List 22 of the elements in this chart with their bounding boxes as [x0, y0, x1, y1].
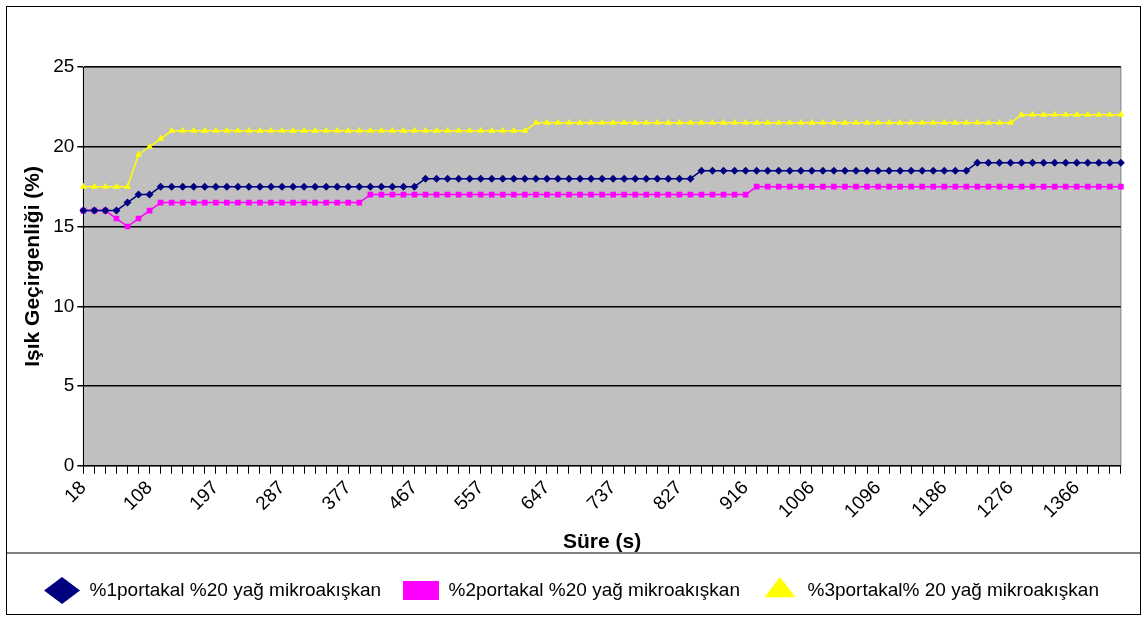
y-tick-label: 25	[53, 55, 75, 77]
y-tick-label: 15	[53, 214, 75, 236]
x-tick-label: 916	[714, 476, 753, 514]
x-tick-label: 377	[317, 476, 355, 514]
x-tick-label: 827	[648, 476, 686, 514]
legend-label: %1portakal %20 yağ mikroakışkan	[89, 578, 382, 600]
x-tick-label: 467	[383, 476, 421, 514]
x-tick-label: 287	[251, 476, 289, 514]
x-tick-label: 557	[449, 476, 488, 514]
y-tick-label: 5	[63, 374, 75, 396]
x-axis-title: Süre (s)	[563, 529, 642, 553]
x-tick-label: 197	[185, 476, 223, 514]
y-tick-label: 0	[63, 454, 75, 476]
legend-label: %3portakal% 20 yağ mikroakışkan	[807, 578, 1099, 600]
y-tick-label: 10	[53, 294, 75, 316]
y-axis-title: Işık Geçirgenliği (%)	[20, 166, 44, 367]
x-tick-label: 647	[516, 476, 554, 514]
x-tick-label: 737	[582, 476, 620, 514]
x-tick-label: 108	[118, 476, 157, 514]
y-tick-label: 20	[53, 134, 75, 156]
legend-label: %2portakal %20 yağ mikroakışkan	[448, 578, 740, 600]
x-tick-label: 18	[60, 476, 90, 507]
